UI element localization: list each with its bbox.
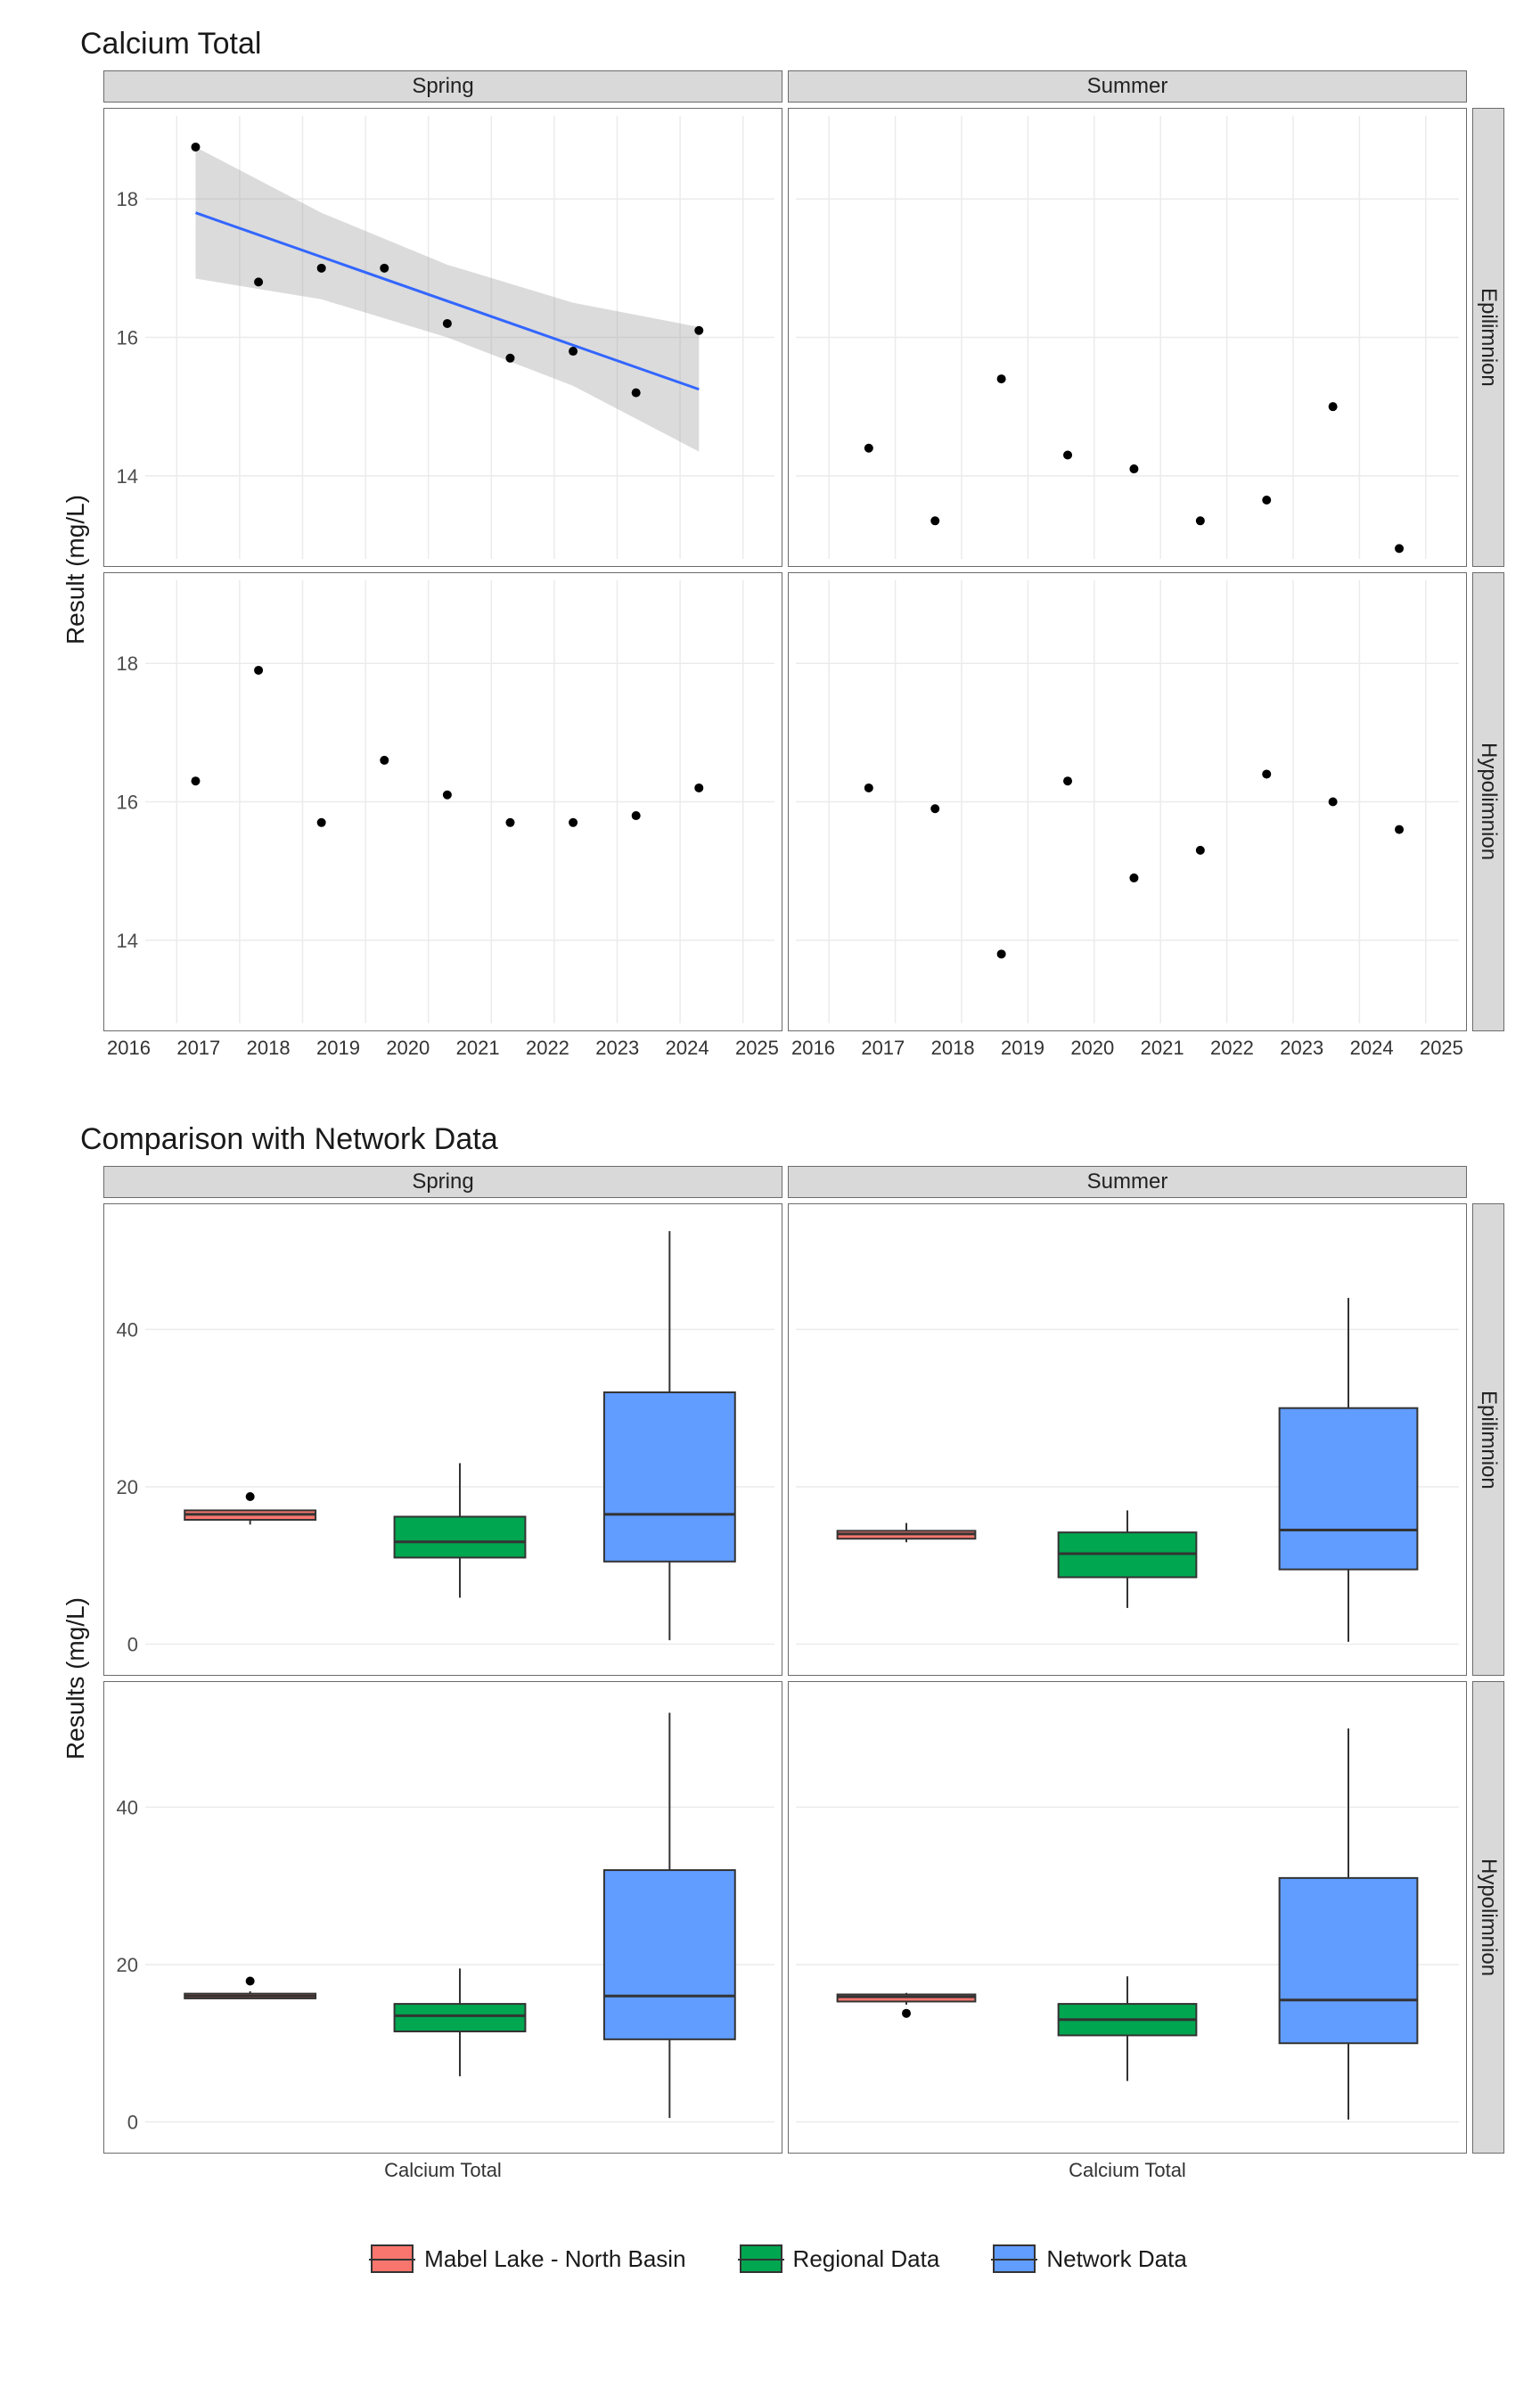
col-strip-spring: Spring xyxy=(103,70,782,103)
svg-text:40: 40 xyxy=(117,1318,138,1341)
scatter-x-axis-summer: 2016201720182019202020212022202320242025 xyxy=(788,1037,1467,1069)
legend-item: Network Data xyxy=(993,2244,1187,2273)
box-panel-spring-epi: 0 20 40 xyxy=(103,1203,782,1676)
svg-text:18: 18 xyxy=(117,652,138,675)
box-x-axis-spring: Calcium Total xyxy=(103,2159,782,2191)
scatter-title: Calcium Total xyxy=(80,27,1504,62)
box-y-title: Results (mg/L) xyxy=(53,1203,98,2154)
box-row-strip-epi: Epilimnion xyxy=(1472,1203,1504,1676)
svg-text:40: 40 xyxy=(117,1796,138,1818)
svg-text:14: 14 xyxy=(117,930,138,952)
svg-text:0: 0 xyxy=(127,1634,138,1656)
box-panel-spring-hypo: 0 20 40 xyxy=(103,1681,782,2154)
box-panel-summer-epi xyxy=(788,1203,1467,1676)
legend-item: Regional Data xyxy=(740,2244,940,2273)
panel-spring-epi: 14 16 18 xyxy=(103,108,782,567)
svg-text:16: 16 xyxy=(117,327,138,349)
legend-label: Network Data xyxy=(1046,2245,1187,2273)
box-col-strip-summer: Summer xyxy=(788,1166,1467,1198)
scatter-y-title: Result (mg/L) xyxy=(53,108,98,1031)
svg-text:16: 16 xyxy=(117,792,138,814)
legend-item: Mabel Lake - North Basin xyxy=(371,2244,685,2273)
row-strip-hypo: Hypolimnion xyxy=(1472,572,1504,1031)
legend-key xyxy=(740,2244,782,2273)
legend-key xyxy=(993,2244,1036,2273)
box-col-strip-spring: Spring xyxy=(103,1166,782,1198)
legend-label: Mabel Lake - North Basin xyxy=(424,2245,685,2273)
panel-summer-epi xyxy=(788,108,1467,567)
panel-spring-hypo: 14 16 18 xyxy=(103,572,782,1031)
box-row-strip-hypo: Hypolimnion xyxy=(1472,1681,1504,2154)
col-strip-summer: Summer xyxy=(788,70,1467,103)
svg-text:20: 20 xyxy=(117,1476,138,1498)
svg-text:0: 0 xyxy=(127,2112,138,2134)
svg-text:14: 14 xyxy=(117,465,138,488)
legend-key xyxy=(371,2244,414,2273)
svg-text:20: 20 xyxy=(117,1954,138,1976)
legend: Mabel Lake - North Basin Regional Data Net… xyxy=(53,2244,1504,2273)
scatter-x-axis-spring: 2016201720182019202020212022202320242025 xyxy=(103,1037,782,1069)
row-strip-epi: Epilimnion xyxy=(1472,108,1504,567)
box-panel-summer-hypo xyxy=(788,1681,1467,2154)
box-title: Comparison with Network Data xyxy=(80,1122,1504,1157)
panel-summer-hypo xyxy=(788,572,1467,1031)
scatter-facet-grid: Spring Summer Result (mg/L) 14 16 18 Epili… xyxy=(53,70,1504,1069)
legend-label: Regional Data xyxy=(793,2245,940,2273)
box-facet-grid: Spring Summer Results (mg/L) 0 20 40 Epili… xyxy=(53,1166,1504,2191)
box-x-axis-summer: Calcium Total xyxy=(788,2159,1467,2191)
svg-text:18: 18 xyxy=(117,188,138,210)
